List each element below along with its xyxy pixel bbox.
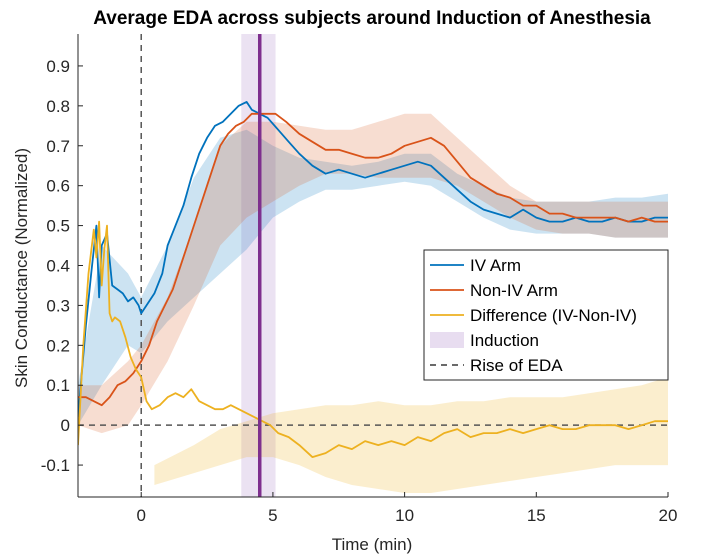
axes: 0 5 10 15 20 -0.1 0 0.1 0.2 0.3 0.4 0.5 0.6 0.7 0.8 0.9 <box>41 34 678 525</box>
legend-label-5: Rise of EDA <box>470 356 563 375</box>
confidence-band-3 <box>154 377 668 493</box>
chart-title: Average EDA across subjects around Induc… <box>93 8 651 29</box>
legend-label-2: Non-IV Arm <box>470 281 558 300</box>
x-tick-label: 15 <box>527 506 546 525</box>
legend-label-4: Induction <box>470 331 539 350</box>
y-tick-label: 0.5 <box>46 217 70 236</box>
y-tick-label: 0.9 <box>46 57 70 76</box>
y-axis-label: Skin Conductance (Normalized) <box>12 148 31 388</box>
legend-label-1: IV Arm <box>470 256 521 275</box>
x-tick-label: 20 <box>659 506 678 525</box>
y-tick-label: 0.7 <box>46 137 70 156</box>
series-line-1 <box>78 101 668 418</box>
x-tick-label: 5 <box>268 506 277 525</box>
y-tick-label: -0.1 <box>41 456 70 475</box>
y-tick-label: 0.1 <box>46 376 70 395</box>
y-tick-label: 0.6 <box>46 177 70 196</box>
x-axis-label: Time (min) <box>332 535 413 554</box>
y-tick-label: 0.3 <box>46 296 70 315</box>
plot-content <box>78 34 668 497</box>
y-tick-label: 0.4 <box>46 257 70 276</box>
x-tick-label: 10 <box>395 506 414 525</box>
y-tick-label: 0.2 <box>46 336 70 355</box>
x-tick-label: 0 <box>136 506 145 525</box>
plot-area <box>78 34 668 497</box>
series-line-2 <box>78 112 668 407</box>
series-line-3 <box>78 220 668 459</box>
confidence-band-2 <box>78 113 668 434</box>
legend: IV Arm Non-IV Arm Difference (IV-Non-IV) In… <box>423 249 669 381</box>
legend-swatch-induction <box>430 332 464 348</box>
legend-label-3: Difference (IV-Non-IV) <box>470 306 637 325</box>
y-tick-label: 0.8 <box>46 97 70 116</box>
legend-box <box>423 249 669 381</box>
y-tick-label: 0 <box>61 416 70 435</box>
